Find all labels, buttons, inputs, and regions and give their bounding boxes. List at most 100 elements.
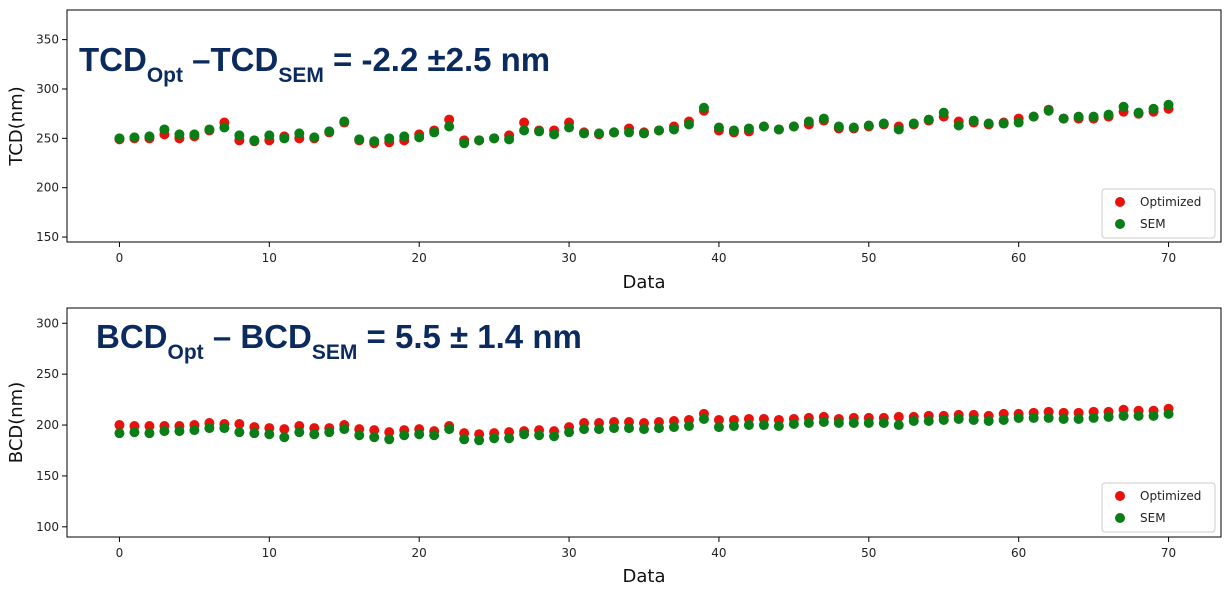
point-sem: [1028, 111, 1039, 122]
x-tick-label: 20: [412, 251, 427, 265]
point-sem: [579, 128, 590, 139]
point-sem: [324, 126, 335, 137]
annotation-mid: – BCD: [204, 318, 312, 355]
annotation-sub1: Opt: [168, 341, 204, 364]
point-sem: [1148, 410, 1159, 421]
point-optimized: [384, 427, 395, 438]
point-sem: [234, 130, 245, 141]
point-sem: [728, 125, 739, 136]
point-sem: [818, 416, 829, 427]
point-sem: [594, 128, 605, 139]
y-tick-label: 100: [36, 520, 59, 534]
point-sem: [114, 133, 125, 144]
legend-box: [1101, 188, 1216, 239]
annotation-tail: = 5.5 ± 1.4 nm: [357, 318, 581, 355]
point-sem: [474, 135, 485, 146]
point-sem: [219, 423, 230, 434]
point-sem: [549, 431, 560, 442]
legend: Optimized SEM: [1101, 188, 1216, 239]
point-sem: [818, 113, 829, 124]
point-sem: [773, 124, 784, 135]
point-sem: [848, 122, 859, 133]
x-tick-label: 20: [412, 546, 427, 560]
x-tick-label: 40: [711, 546, 726, 560]
point-sem: [294, 427, 305, 438]
point-sem: [1043, 412, 1054, 423]
point-sem: [878, 118, 889, 129]
point-sem: [579, 424, 590, 435]
point-sem: [668, 422, 679, 433]
x-axis-label: Data: [623, 272, 666, 293]
point-sem: [189, 129, 200, 140]
point-sem: [938, 414, 949, 425]
point-sem: [878, 418, 889, 429]
point-sem: [668, 124, 679, 135]
y-tick-label: 250: [36, 367, 59, 381]
point-sem: [1133, 107, 1144, 118]
x-tick-label: 50: [861, 251, 876, 265]
x-tick-label: 50: [861, 546, 876, 560]
point-optimized: [279, 424, 290, 435]
point-sem: [863, 418, 874, 429]
point-sem: [938, 107, 949, 118]
point-sem: [848, 418, 859, 429]
point-sem: [489, 133, 500, 144]
point-sem: [653, 423, 664, 434]
point-sem: [968, 414, 979, 425]
point-sem: [983, 415, 994, 426]
point-sem: [1103, 411, 1114, 422]
point-sem: [863, 120, 874, 131]
point-sem: [114, 428, 125, 439]
annotation-main1: BCD: [96, 318, 168, 355]
point-sem: [788, 419, 799, 430]
point-sem: [264, 429, 275, 440]
y-axis-label: TCD(nm): [6, 86, 27, 166]
point-sem: [369, 432, 380, 443]
point-sem: [174, 426, 185, 437]
point-sem: [354, 430, 365, 441]
point-sem: [564, 122, 575, 133]
point-sem: [459, 138, 470, 149]
point-sem: [728, 421, 739, 432]
y-tick-label: 300: [36, 316, 59, 330]
point-sem: [519, 125, 530, 136]
point-sem: [803, 418, 814, 429]
point-sem: [144, 131, 155, 142]
point-sem: [159, 124, 170, 135]
point-sem: [639, 424, 649, 435]
y-axis-label: BCD(nm): [6, 382, 27, 463]
plot-frame: [66, 307, 1222, 538]
annotation-sub2: SEM: [278, 64, 324, 87]
point-sem: [893, 420, 904, 431]
point-sem: [504, 433, 515, 444]
point-optimized: [893, 411, 904, 422]
point-sem: [459, 434, 470, 445]
legend-label-sem: SEM: [1140, 217, 1166, 231]
annotation-mid: –TCD: [183, 41, 278, 78]
legend-marker-sem: [1115, 513, 1125, 523]
point-sem: [414, 429, 425, 440]
legend-label-optimized: Optimized: [1140, 489, 1201, 503]
point-sem: [1013, 117, 1024, 128]
point-sem: [249, 135, 260, 146]
point-optimized: [144, 421, 155, 432]
x-tick-label: 30: [561, 546, 576, 560]
point-sem: [1058, 113, 1069, 124]
point-sem: [1073, 111, 1084, 122]
point-sem: [354, 134, 365, 145]
point-sem: [444, 424, 455, 435]
x-tick-label: 10: [262, 546, 277, 560]
point-sem: [743, 420, 754, 431]
point-optimized: [369, 425, 380, 436]
legend-box: [1101, 482, 1216, 533]
y-tick-label: 250: [36, 131, 59, 145]
point-sem: [594, 424, 605, 435]
point-sem: [264, 130, 275, 141]
point-sem: [1058, 413, 1069, 424]
annotation-sub2: SEM: [312, 341, 358, 364]
x-tick-label: 60: [1011, 251, 1026, 265]
chart-panel-1: 0 10 20 30 40 50 60 70 150 200 250 300 350 Data TCD(nm…: [6, 9, 1222, 293]
point-sem: [399, 430, 410, 441]
point-sem: [159, 426, 170, 437]
point-sem: [384, 434, 395, 445]
